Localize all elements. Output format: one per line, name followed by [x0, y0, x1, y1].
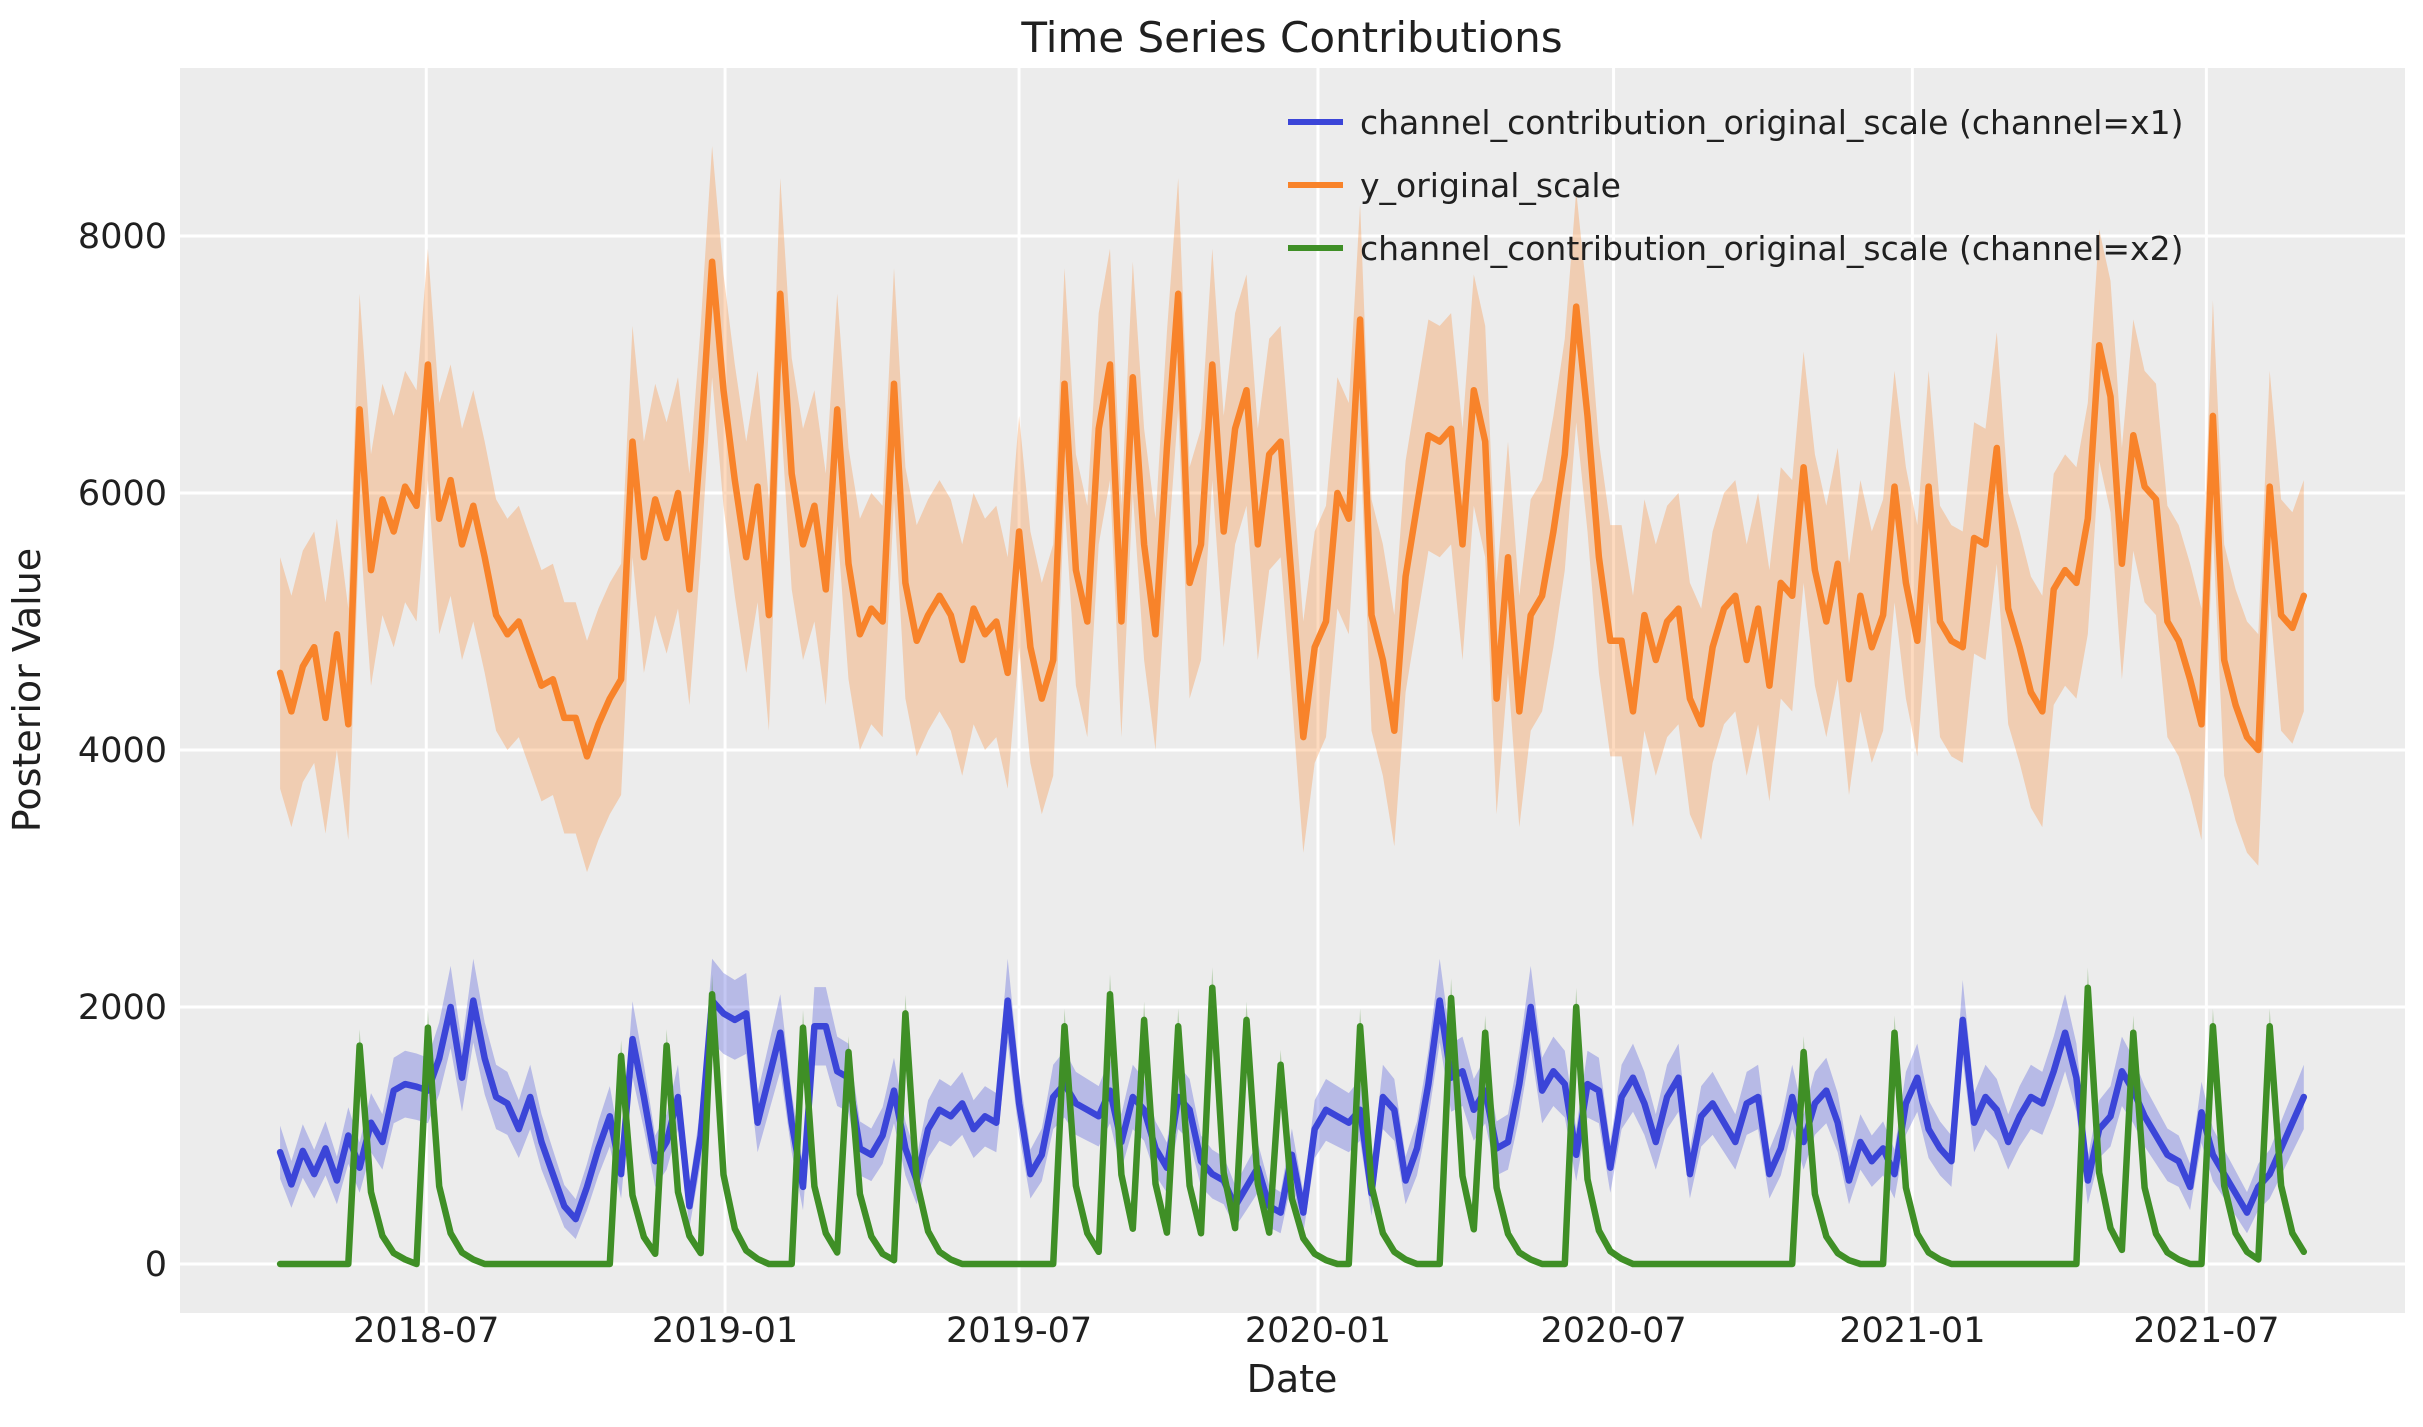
x-tick-2021-01: 2021-01 — [1839, 1311, 1985, 1351]
series-line-1 — [276, 258, 2308, 760]
uncertainty-bands — [280, 146, 2304, 1266]
y-tick-4000: 4000 — [78, 731, 167, 771]
gridlines — [180, 68, 2405, 1313]
x-axis-label: Date — [1247, 1357, 1338, 1401]
x-tick-2020-01: 2020-01 — [1245, 1311, 1391, 1351]
legend: channel_contribution_original_scale (cha… — [1288, 103, 2183, 268]
chart-title: Time Series Contributions — [1020, 13, 1562, 62]
y-axis-label: Posterior Value — [5, 548, 49, 832]
legend-label-2: channel_contribution_original_scale (cha… — [1360, 229, 2183, 268]
plot-area — [180, 68, 2405, 1313]
y-tick-8000: 8000 — [78, 217, 167, 257]
legend-label-1: y_original_scale — [1360, 166, 1621, 205]
series-lines — [276, 258, 2308, 1268]
x-tick-2018-07: 2018-07 — [353, 1311, 499, 1351]
x-tick-2019-01: 2019-01 — [652, 1311, 798, 1351]
y-tick-0: 0 — [145, 1245, 167, 1285]
x-tick-2021-07: 2021-07 — [2133, 1311, 2279, 1351]
x-tick-2020-07: 2020-07 — [1540, 1311, 1686, 1351]
y-tick-6000: 6000 — [78, 474, 167, 514]
band-series-1 — [280, 146, 2304, 873]
y-tick-labels: 0 2000 4000 6000 8000 — [78, 217, 167, 1285]
y-tick-2000: 2000 — [78, 988, 167, 1028]
legend-label-0: channel_contribution_original_scale (cha… — [1360, 103, 2183, 142]
x-tick-labels: 2018-07 2019-01 2019-07 2020-01 2020-07 2021-… — [353, 1311, 2279, 1351]
series-line-2 — [276, 984, 2308, 1268]
x-tick-2019-07: 2019-07 — [946, 1311, 1092, 1351]
